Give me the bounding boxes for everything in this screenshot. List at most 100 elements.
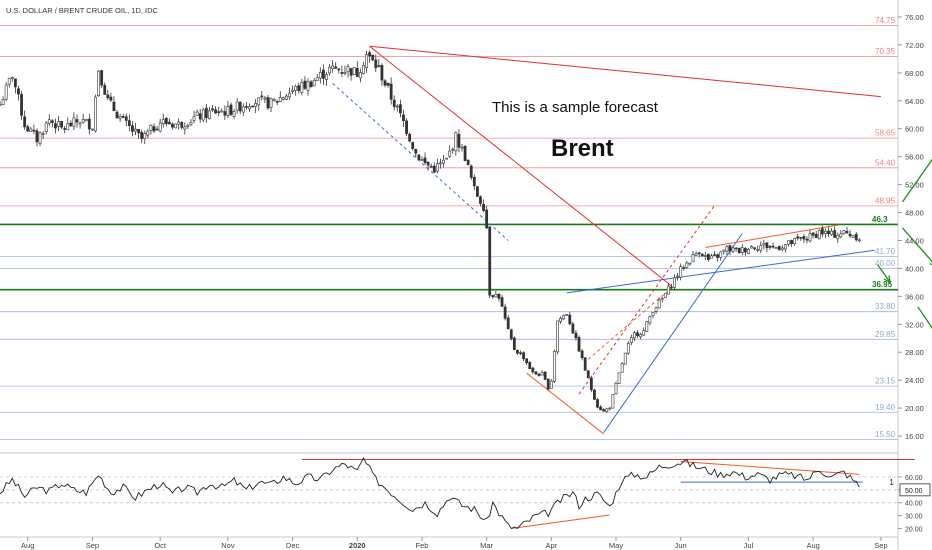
candle-body [830,230,834,235]
candle-body [448,150,452,157]
candle-body [783,244,787,250]
candle-body [728,245,732,252]
candle-body [509,329,513,339]
candle-body [442,159,445,164]
candle-body [50,120,54,123]
candle-body [503,306,507,319]
level-label: 58.65 [875,129,896,138]
candle-body [497,293,501,299]
candle-body [423,157,427,163]
osc-tick-label: 40.00 [905,501,923,508]
candle-body [106,94,110,99]
candle-body [808,233,812,242]
candle-body [183,126,187,130]
trendline-rising-wedge-lower [566,249,875,294]
oscillator-pane: 1 [0,456,915,530]
candle-body [362,65,365,75]
candle-body [254,103,258,107]
candle-body [817,229,821,240]
candle-body [827,230,830,234]
candle-body [211,108,214,111]
candle-body [4,84,8,100]
level-label: 41.70 [875,247,896,256]
candle-body [112,101,116,112]
candle-body [842,230,846,234]
time-tick-label: Sep [86,541,99,550]
level-label: 70.35 [875,47,896,56]
candle-body [143,133,147,139]
candle-body [398,104,402,114]
candle-body [586,370,590,379]
candle-body [20,94,23,116]
candle-body [78,122,82,125]
price-tick-label: 76.00 [905,13,924,22]
candle-body [485,209,489,229]
candle-body [679,266,683,278]
candle-body [814,233,818,238]
time-tick-label: Aug [806,541,819,550]
candle-body [23,116,27,128]
candle-body [657,299,661,309]
horizontal-levels: 74.75 70.35 58.65 54.40 48.95 46.3 41.70 40.00 3… [0,16,898,440]
candle-body [494,293,498,298]
candle-body [654,307,658,312]
candle-body [673,277,676,288]
candle-body [377,65,381,67]
candle-body [343,72,347,75]
candle-body [309,81,313,88]
candle-body [491,295,495,298]
candle-body [263,97,267,100]
price-tick-label: 72.00 [905,41,924,50]
candle-body [516,349,519,354]
candle-body [226,106,230,116]
candle-body [408,133,412,142]
candle-body [633,332,636,339]
candle-body [149,125,153,131]
candle-body [435,163,439,172]
candle-body [152,126,156,132]
candle-body [851,235,855,238]
candle-body [35,130,39,143]
osc-tick-label: 30.00 [905,514,923,521]
candle-body [127,120,131,126]
candle-body [540,372,544,376]
candle-body [488,226,492,296]
candle-body [790,240,793,245]
candle-body [642,330,646,336]
candle-body [759,245,763,251]
candle-body [568,314,572,325]
candle-body [531,367,535,373]
candle-body [824,230,827,234]
candle-body [522,352,526,360]
candle-body [636,332,639,337]
candle-body [565,314,569,316]
trendline-crash-leg-a [526,372,604,435]
candle-body [118,116,122,119]
candle-body [762,243,766,246]
candle-body [337,68,341,71]
forecast-annotation: This is a sample forecast [492,99,659,116]
time-tick-label: Jul [744,541,754,550]
candle-body [500,297,504,307]
price-tick-label: 24.00 [905,376,924,385]
candle-body [315,77,319,81]
candle-body [420,158,424,161]
candle-body [691,254,695,263]
candle-body [346,66,350,73]
candle-body [389,83,393,100]
level-label: 48.95 [875,196,896,205]
candle-body [266,97,270,109]
candle-body [103,85,107,95]
candle-body [140,131,144,139]
candle-body [713,254,716,256]
candle-body [300,82,304,93]
candle-body [537,373,541,376]
candle-body [392,99,396,107]
price-tick-label: 44.00 [905,236,924,245]
candle-body [235,101,239,111]
level-label: 46.3 [872,215,888,224]
candle-body [593,389,596,400]
candle-body [583,357,587,371]
candle-body [208,110,211,120]
candle-body [688,262,692,265]
